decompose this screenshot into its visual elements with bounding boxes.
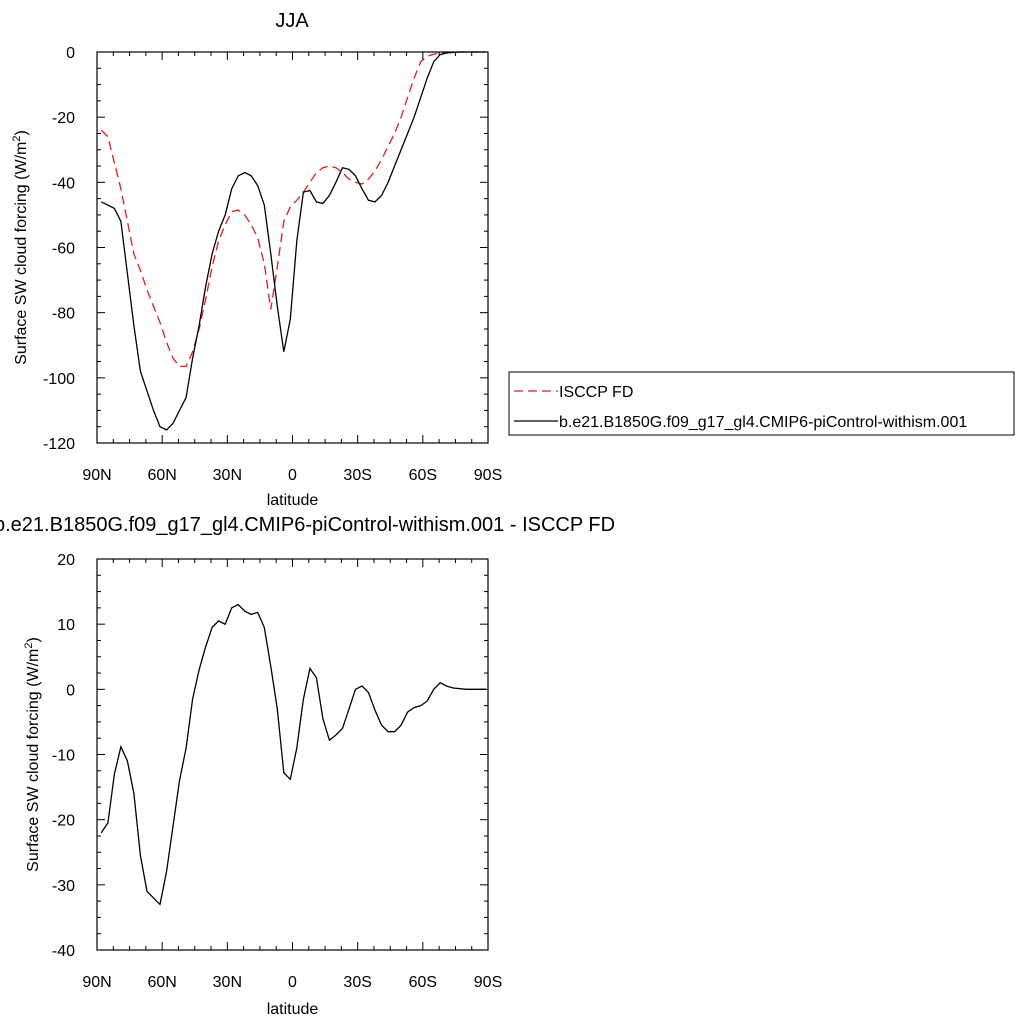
- y-tick-label: -80: [52, 306, 75, 323]
- x-axis-title: latitude: [267, 1001, 319, 1018]
- x-tick-label: 30S: [343, 974, 371, 991]
- y-tick-label: 20: [57, 552, 75, 569]
- chart-title: JJA: [275, 10, 309, 32]
- x-tick-label: 0: [288, 467, 297, 484]
- x-axis-title: latitude: [267, 492, 319, 509]
- y-axis-title: Surface SW cloud forcing (W/m2): [23, 637, 42, 872]
- y-tick-label: -20: [52, 110, 75, 127]
- plot-frame: [96, 558, 489, 951]
- series-line-model: [101, 51, 486, 431]
- legend-label: ISCCP FD: [559, 384, 633, 401]
- legend-box: [508, 371, 1015, 436]
- x-tick-label: 90S: [474, 467, 502, 484]
- x-tick-label: 0: [288, 974, 297, 991]
- legend-label: b.e21.B1850G.f09_g17_gl4.CMIP6-piControl…: [559, 414, 967, 431]
- y-tick-label: -40: [52, 175, 75, 192]
- x-tick-label: 30N: [213, 974, 242, 991]
- x-tick-label: 60N: [147, 974, 176, 991]
- x-tick-label: 60N: [147, 467, 176, 484]
- x-tick-label: 60S: [409, 467, 437, 484]
- y-tick-label: 10: [57, 617, 75, 634]
- x-tick-label: 90N: [82, 467, 111, 484]
- legend: ISCCP FD b.e21.B1850G.f09_g17_gl4.CMIP6-p…: [508, 371, 1015, 436]
- series-line-difference: [100, 603, 486, 906]
- x-tick-label: 30S: [343, 467, 371, 484]
- y-tick-label: -120: [43, 436, 75, 453]
- x-tick-label: 60S: [409, 974, 437, 991]
- y-tick-label: -60: [52, 241, 75, 258]
- x-tick-label: 90N: [82, 974, 111, 991]
- y-axis-title: Surface SW cloud forcing (W/m2): [11, 130, 30, 365]
- top-panel: 0 -20 -40 -60 -80 -100 -120 90N 60N 30N 0 30S 60S 90S…: [11, 10, 1015, 509]
- y-tick-label: 0: [66, 45, 75, 62]
- y-tick-label: 0: [66, 682, 75, 699]
- series-line-isccp-fd: [100, 51, 486, 368]
- plot-frame: [96, 51, 489, 444]
- chart-title: b.e21.B1850G.f09_g17_gl4.CMIP6-piControl…: [0, 514, 615, 536]
- y-tick-label: -20: [52, 813, 75, 830]
- y-tick-label: -30: [52, 878, 75, 895]
- y-tick-label: -10: [52, 748, 75, 765]
- x-tick-label: 90S: [474, 974, 502, 991]
- y-tick-label: -40: [52, 943, 75, 960]
- bottom-panel: 20 10 0 -10 -20 -30 -40 90N 60N 30N 0 30S 60S 90S lati…: [0, 514, 615, 1018]
- x-tick-label: 30N: [213, 467, 242, 484]
- y-tick-label: -100: [43, 371, 75, 388]
